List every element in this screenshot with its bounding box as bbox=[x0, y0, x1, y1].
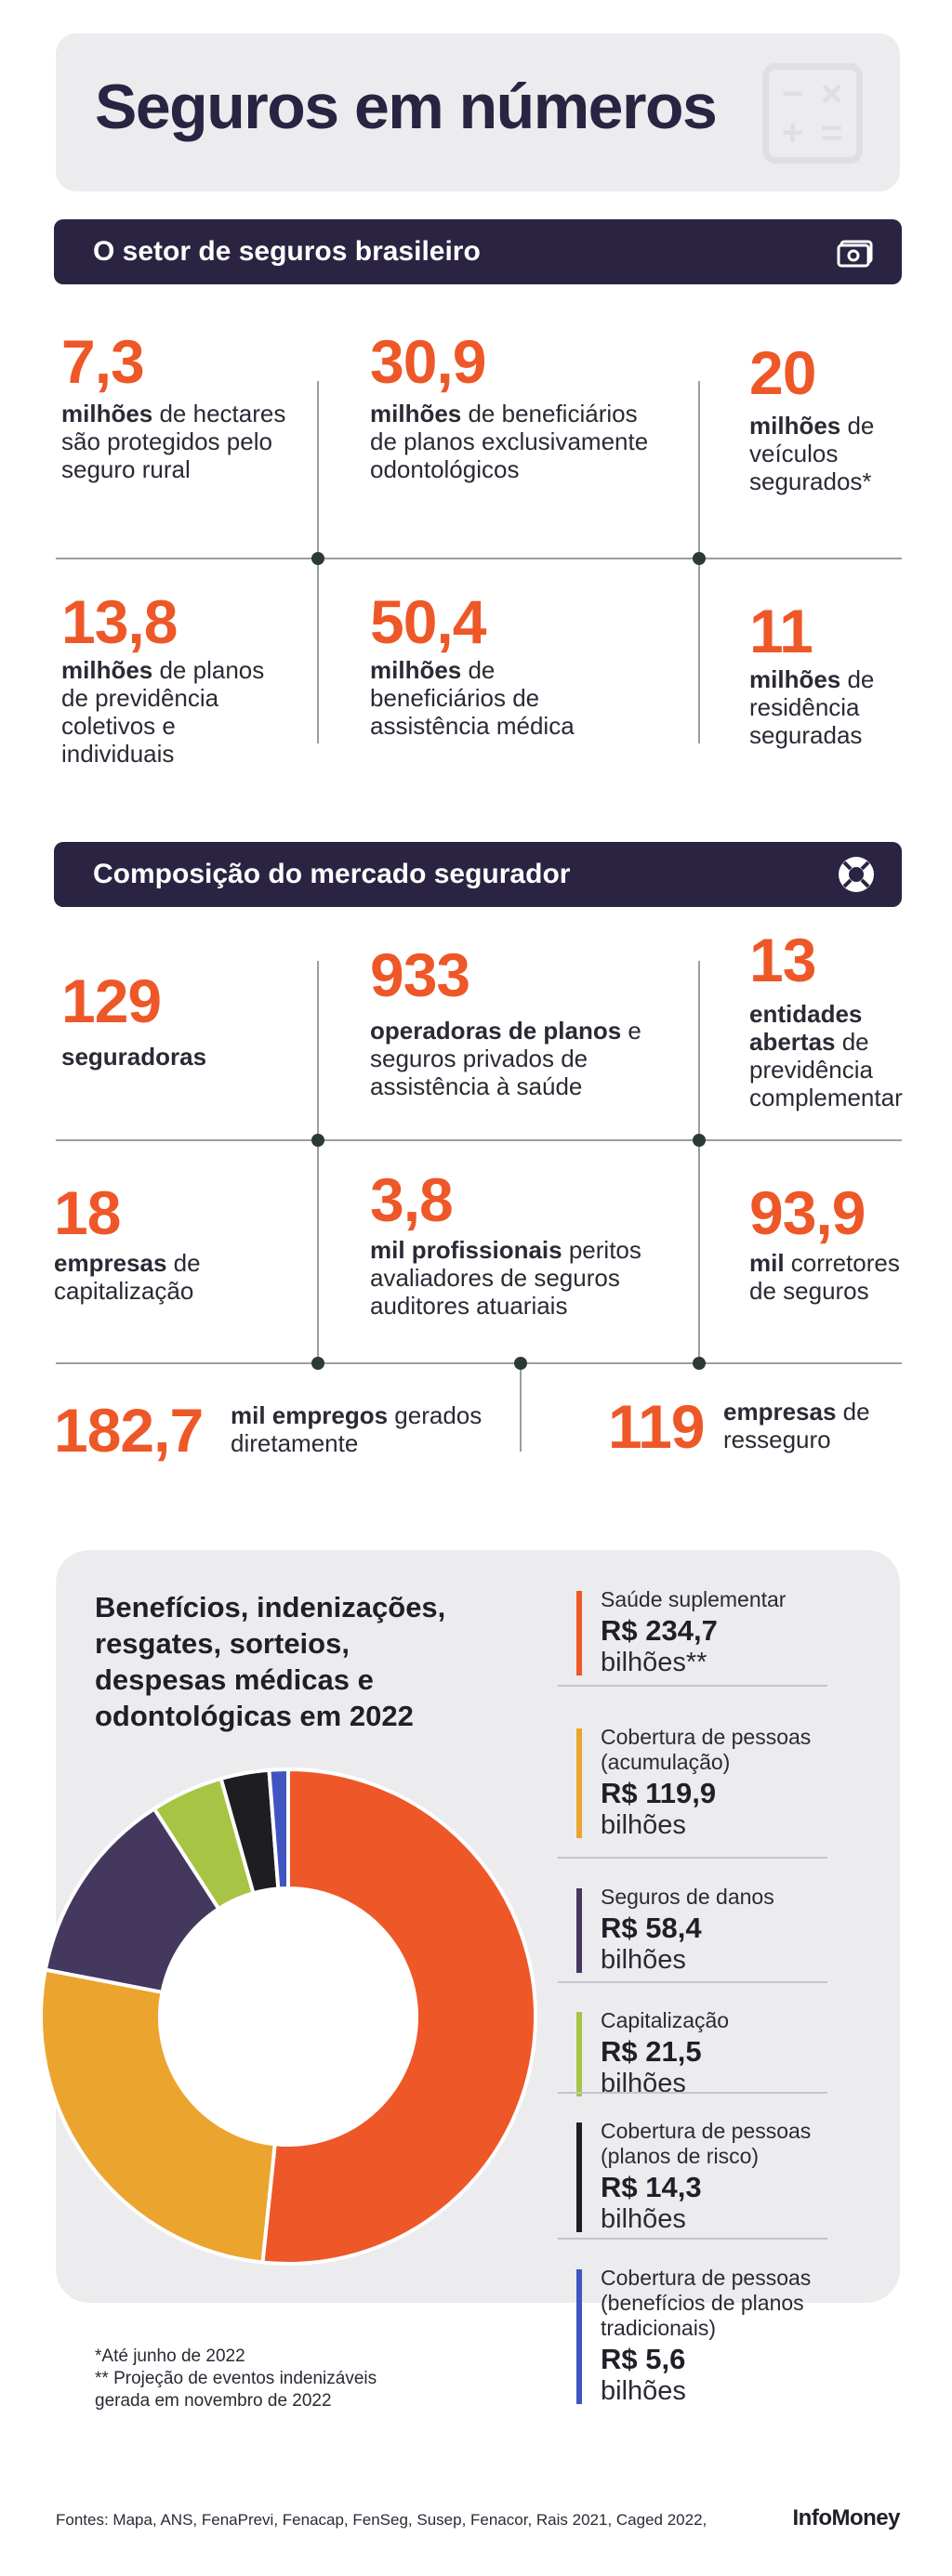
money-icon bbox=[837, 240, 873, 268]
stat-desc: milhões de hectares são protegidos pelo … bbox=[61, 400, 286, 483]
stat-value: 182,7 bbox=[54, 1396, 204, 1465]
legend-value: R$ 5,6 bbox=[601, 2343, 686, 2375]
stat-desc: empresas de capitalização bbox=[54, 1249, 201, 1305]
stat-desc: mil profissionais peritos avaliadores de… bbox=[370, 1236, 641, 1320]
stat-desc: milhões de beneficiários de assistência … bbox=[370, 656, 575, 740]
legend-label: Saúde suplementar bbox=[601, 1587, 787, 1611]
stat-desc: mil corretores de seguros bbox=[749, 1249, 900, 1305]
legend-unit: bilhões bbox=[601, 2376, 686, 2406]
legend-value: R$ 14,3 bbox=[601, 2171, 702, 2203]
footnote: ** Projeção de eventos indenizáveis bbox=[95, 2369, 377, 2388]
legend-separator bbox=[558, 1981, 827, 1983]
grid-dot bbox=[311, 1134, 324, 1147]
donut-hole bbox=[160, 1888, 416, 2145]
section-title: Composição do mercado segurador bbox=[93, 859, 571, 889]
stat-desc: seguradoras bbox=[61, 1043, 207, 1071]
stat-desc: milhões de veículos segurados* bbox=[749, 412, 875, 495]
donut-chart bbox=[39, 1767, 537, 2266]
legend-value: R$ 21,5 bbox=[601, 2035, 702, 2068]
legend-unit: bilhões bbox=[601, 1810, 686, 1840]
legend-swatch bbox=[576, 1591, 582, 1676]
stat-value: 11 bbox=[749, 597, 813, 665]
section-bar-composicao: Composição do mercado segurador bbox=[54, 842, 902, 907]
grid-line bbox=[698, 961, 700, 1364]
legend-separator bbox=[558, 1685, 827, 1687]
stat-desc: milhões de residência seguradas bbox=[749, 665, 875, 749]
stat-value: 933 bbox=[370, 940, 470, 1009]
stat-value: 93,9 bbox=[749, 1178, 866, 1247]
sources: Fontes: Mapa, ANS, FenaPrevi, Fenacap, F… bbox=[56, 2511, 707, 2529]
legend-label: Cobertura de pessoas (acumulação) bbox=[601, 1725, 812, 1774]
header-card: Seguros em números − × + = bbox=[56, 33, 900, 191]
chart-title: Benefícios, indenizações, resgates, sort… bbox=[95, 1591, 446, 1732]
legend-swatch bbox=[576, 2123, 582, 2232]
section-bar-setor: O setor de seguros brasileiro bbox=[54, 219, 902, 284]
stat-desc: milhões de beneficiários de planos exclu… bbox=[370, 400, 649, 483]
grid-dot bbox=[311, 552, 324, 565]
stat-value: 3,8 bbox=[370, 1165, 454, 1234]
stat-value: 20 bbox=[749, 338, 816, 407]
grid-line bbox=[317, 961, 319, 1364]
stat-value: 7,3 bbox=[61, 327, 145, 396]
grid-dot bbox=[693, 552, 706, 565]
stat-value: 13 bbox=[749, 926, 816, 994]
legend-separator bbox=[558, 1857, 827, 1859]
legend-unit: bilhões bbox=[601, 1945, 686, 1975]
legend-swatch bbox=[576, 2269, 582, 2404]
calculator-icon: − × + = bbox=[762, 63, 863, 164]
legend-unit: bilhões** bbox=[601, 1648, 707, 1677]
grid-dot bbox=[693, 1134, 706, 1147]
legend-value: R$ 58,4 bbox=[601, 1912, 702, 1944]
stat-desc: entidades abertas de previdência complem… bbox=[749, 1000, 903, 1111]
grid-dot bbox=[693, 1357, 706, 1370]
grid-line bbox=[56, 1362, 902, 1364]
footnotes: *Até junho de 2022 ** Projeção de evento… bbox=[95, 2346, 377, 2412]
legend-separator bbox=[558, 2238, 827, 2240]
stat-value: 50,4 bbox=[370, 587, 486, 656]
footnote: *Até junho de 2022 bbox=[95, 2346, 245, 2366]
stat-desc: empresas de resseguro bbox=[723, 1398, 870, 1453]
legend-label: Cobertura de pessoas (planos de risco) bbox=[601, 2119, 812, 2168]
grid-dot bbox=[514, 1357, 527, 1370]
stat-value: 18 bbox=[54, 1178, 121, 1247]
footnote: gerada em novembro de 2022 bbox=[95, 2391, 332, 2411]
stat-value: 119 bbox=[608, 1392, 705, 1461]
page-title: Seguros em números bbox=[95, 72, 718, 142]
legend-swatch bbox=[576, 1888, 582, 1973]
stat-value: 129 bbox=[61, 966, 162, 1035]
legend-swatch bbox=[576, 2012, 582, 2096]
legend-unit: bilhões bbox=[601, 2069, 686, 2098]
section-title: O setor de seguros brasileiro bbox=[93, 236, 481, 267]
stat-desc: milhões de planos de previdência coletiv… bbox=[61, 656, 265, 768]
legend-unit: bilhões bbox=[601, 2204, 686, 2234]
legend-label: Cobertura de pessoas (benefícios de plan… bbox=[601, 2266, 812, 2340]
grid-line bbox=[56, 1139, 902, 1141]
grid-line bbox=[56, 558, 902, 559]
grid-dot bbox=[311, 1357, 324, 1370]
infomoney-logo[interactable]: InfoMoney bbox=[792, 2505, 901, 2530]
legend-swatch bbox=[576, 1728, 582, 1838]
legend-label: Capitalização bbox=[601, 2008, 730, 2032]
legend-value: R$ 119,9 bbox=[601, 1777, 717, 1809]
lifebuoy-icon bbox=[839, 857, 874, 892]
chart-card: Benefícios, indenizações, resgates, sort… bbox=[39, 1550, 900, 2411]
grid-line bbox=[520, 1362, 522, 1452]
legend-label: Seguros de danos bbox=[601, 1885, 774, 1909]
stat-value: 30,9 bbox=[370, 327, 486, 396]
legend-separator bbox=[558, 2092, 827, 2094]
stat-desc: operadoras de planos e seguros privados … bbox=[370, 1017, 641, 1100]
stat-value: 13,8 bbox=[61, 587, 178, 656]
legend-value: R$ 234,7 bbox=[601, 1614, 718, 1647]
stat-desc: mil empregos gerados diretamente bbox=[231, 1401, 483, 1457]
